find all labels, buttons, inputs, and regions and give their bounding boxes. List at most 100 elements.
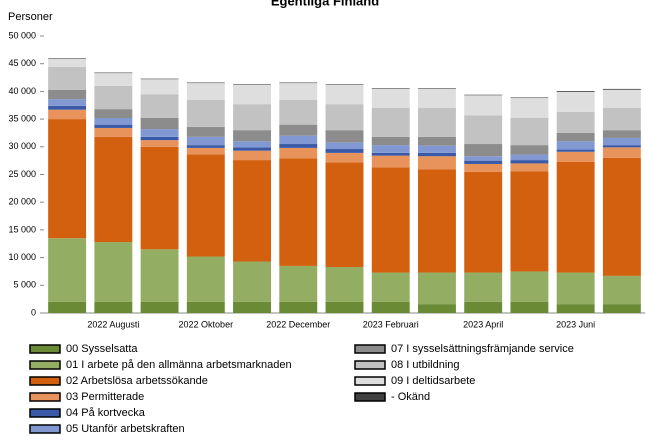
bar-segment xyxy=(371,301,410,313)
legend-swatch xyxy=(29,376,61,386)
bar-segment xyxy=(186,126,225,137)
bar-segment xyxy=(233,104,271,131)
bar-segment xyxy=(602,145,641,148)
bar-segment xyxy=(279,82,318,84)
legend-swatch xyxy=(354,376,386,386)
bar-segment xyxy=(510,271,549,302)
bar-segment xyxy=(94,73,133,86)
legend-label: 08 I utbildning xyxy=(391,359,460,371)
bar-segment xyxy=(325,152,364,163)
bar-segment xyxy=(556,91,595,112)
bar-segment xyxy=(464,171,503,273)
bar-segment xyxy=(325,149,364,153)
legend-label: 07 I sysselsättningsfrämjande service xyxy=(391,343,574,355)
bar-segment xyxy=(279,158,318,266)
bar-segment xyxy=(140,117,179,130)
legend-label: 05 Utanför arbetskraften xyxy=(66,423,185,435)
bar-segment xyxy=(233,141,271,148)
bar-segment xyxy=(464,144,503,157)
bar-segment xyxy=(510,154,549,161)
bar-segment xyxy=(418,145,456,153)
bar-segment xyxy=(140,79,179,95)
bar-segment xyxy=(510,160,549,164)
bar-segment xyxy=(371,272,410,302)
y-tick-label: 15 000 xyxy=(8,224,36,234)
bar-segment xyxy=(94,72,133,74)
bar-segment xyxy=(186,147,225,155)
bar-segment xyxy=(371,145,410,153)
bar-segment xyxy=(233,84,271,105)
bar-segment xyxy=(140,129,179,137)
bar-segment xyxy=(325,162,364,268)
legend-swatch xyxy=(354,344,386,354)
bar-segment xyxy=(279,301,318,313)
bar-segment xyxy=(371,88,410,89)
legend-label: 04 På kortvecka xyxy=(66,407,146,419)
bar-segment xyxy=(464,115,503,145)
x-tick-label: 2022 Augusti xyxy=(87,319,139,329)
bar-segment xyxy=(94,127,133,137)
bar-segment xyxy=(233,160,271,262)
bar-segment xyxy=(233,150,271,161)
y-tick-label: 20 000 xyxy=(8,197,36,207)
bar-segment xyxy=(510,97,549,99)
bar-segment xyxy=(418,136,456,146)
bar-segment xyxy=(48,67,87,90)
bar-segment xyxy=(371,167,410,273)
bar-segment xyxy=(510,171,549,272)
y-tick-label: 35 000 xyxy=(8,113,36,123)
y-tick-label: 40 000 xyxy=(8,86,36,96)
x-tick-label: 2023 Juni xyxy=(556,319,595,329)
bar-segment xyxy=(186,136,225,146)
bar-segment xyxy=(140,136,179,141)
bar-segment xyxy=(602,137,641,146)
bar-segment xyxy=(279,99,318,125)
bar-segment xyxy=(94,85,133,110)
bar-segment xyxy=(48,89,87,100)
bar-segment xyxy=(556,161,595,273)
y-tick-label: 0 xyxy=(31,307,36,317)
bar-segment xyxy=(94,117,133,125)
bar-segment xyxy=(464,163,503,172)
bar-segment xyxy=(464,95,503,116)
bar-segment xyxy=(233,147,271,151)
bar-segment xyxy=(48,301,87,313)
legend-swatch xyxy=(29,360,61,370)
bar-segment xyxy=(371,152,410,156)
bar-segment xyxy=(602,88,641,90)
bar-segment xyxy=(556,132,595,142)
bar-segment xyxy=(325,84,364,85)
y-tick-label: 30 000 xyxy=(8,141,36,151)
legend-label: 00 Sysselsatta xyxy=(66,343,138,355)
bar-segment xyxy=(464,301,503,313)
legend-swatch xyxy=(29,408,61,418)
bar-segment xyxy=(556,304,595,313)
bar-segment xyxy=(94,242,133,302)
legend-swatch xyxy=(29,392,61,402)
bar-segment xyxy=(556,91,595,92)
bar-segment xyxy=(556,149,595,152)
legend-label: 01 I arbete på den allmänna arbetsmarkna… xyxy=(66,359,292,371)
bar-segment xyxy=(510,98,549,118)
legend-label: 02 Arbetslösa arbetssökande xyxy=(66,375,208,387)
bar-segment xyxy=(325,84,364,105)
bar-segment xyxy=(279,265,318,302)
x-tick-label: 2022 December xyxy=(266,319,330,329)
bar-segment xyxy=(325,104,364,131)
bar-segment xyxy=(371,88,410,109)
bar-segment xyxy=(140,78,179,80)
legend-swatch xyxy=(29,344,61,354)
bar-segment xyxy=(279,135,318,145)
bar-segment xyxy=(94,124,133,128)
bar-segment xyxy=(279,144,318,148)
bar-segment xyxy=(418,88,456,109)
bar-segment xyxy=(186,82,225,84)
bar-segment xyxy=(325,142,364,150)
bar-segment xyxy=(94,109,133,118)
y-tick-label: 25 000 xyxy=(8,169,36,179)
bar-segment xyxy=(556,141,595,150)
bar-segment xyxy=(325,301,364,313)
bar-segment xyxy=(48,238,87,302)
